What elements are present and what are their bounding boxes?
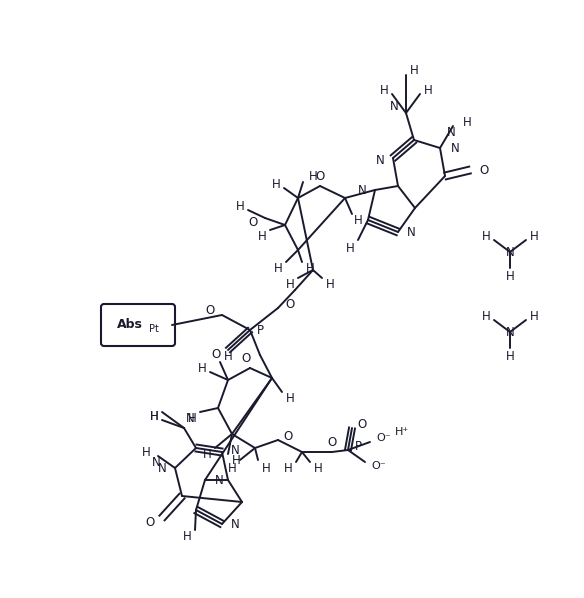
Text: N: N xyxy=(506,246,515,258)
Text: P: P xyxy=(354,440,361,453)
Text: H: H xyxy=(150,410,158,423)
Text: H: H xyxy=(346,242,354,255)
Text: O: O xyxy=(211,347,221,361)
Text: N: N xyxy=(451,142,460,154)
Text: H: H xyxy=(284,462,293,474)
Text: H: H xyxy=(506,349,515,362)
Text: H: H xyxy=(142,446,150,459)
Text: N: N xyxy=(390,100,398,114)
Text: O: O xyxy=(479,163,489,176)
Text: O: O xyxy=(241,352,251,365)
Text: H: H xyxy=(274,261,283,274)
Text: P: P xyxy=(256,324,263,337)
Text: N: N xyxy=(376,154,384,166)
Text: N: N xyxy=(186,411,194,425)
Text: H⁺: H⁺ xyxy=(395,427,409,437)
Text: H: H xyxy=(530,230,538,243)
Text: H: H xyxy=(423,84,432,96)
Text: N: N xyxy=(231,517,239,530)
Text: H: H xyxy=(150,410,158,423)
Text: O: O xyxy=(248,215,258,228)
Text: H: H xyxy=(482,310,491,322)
Text: H: H xyxy=(308,169,317,182)
Text: H: H xyxy=(326,277,335,291)
Text: H: H xyxy=(235,200,244,212)
Text: O: O xyxy=(286,297,294,310)
Text: Pt: Pt xyxy=(149,324,159,334)
Text: H: H xyxy=(305,261,314,274)
Text: H: H xyxy=(380,84,388,96)
Text: H: H xyxy=(232,453,241,466)
Text: H: H xyxy=(228,462,237,474)
Text: N: N xyxy=(506,325,515,338)
FancyBboxPatch shape xyxy=(101,304,175,346)
Text: H: H xyxy=(197,362,206,374)
Text: O: O xyxy=(328,435,336,448)
Text: Abs: Abs xyxy=(117,319,143,331)
Text: H: H xyxy=(506,270,515,282)
Text: O: O xyxy=(315,169,325,182)
Text: H: H xyxy=(409,65,418,78)
Text: N: N xyxy=(152,456,161,468)
Text: H: H xyxy=(482,230,491,243)
Text: N: N xyxy=(357,184,366,197)
Text: O: O xyxy=(357,417,367,431)
Text: N: N xyxy=(231,444,239,456)
Text: O: O xyxy=(283,429,293,443)
Text: O⁻: O⁻ xyxy=(377,433,391,443)
Text: H: H xyxy=(463,115,471,129)
Text: H: H xyxy=(286,392,294,404)
Text: H: H xyxy=(262,462,270,474)
Text: N: N xyxy=(158,462,166,474)
Text: H: H xyxy=(187,411,196,425)
Text: N: N xyxy=(215,474,223,487)
Text: O: O xyxy=(145,515,155,529)
Text: H: H xyxy=(530,310,538,322)
Text: H: H xyxy=(203,447,211,460)
Text: H: H xyxy=(286,277,294,291)
Text: H: H xyxy=(272,178,280,191)
Text: H: H xyxy=(314,462,322,474)
Text: O⁻: O⁻ xyxy=(371,461,386,471)
Text: H: H xyxy=(354,213,363,227)
Text: H: H xyxy=(183,529,192,542)
Text: N: N xyxy=(406,225,415,239)
Text: N: N xyxy=(447,126,456,139)
Text: H: H xyxy=(258,230,266,243)
Text: H: H xyxy=(224,349,232,362)
Text: O: O xyxy=(206,304,215,318)
